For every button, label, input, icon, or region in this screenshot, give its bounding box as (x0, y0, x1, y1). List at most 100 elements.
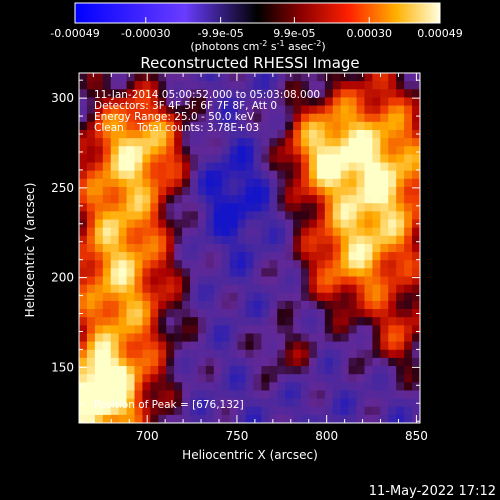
heatmap-cell (158, 162, 167, 172)
heatmap-cell (308, 357, 318, 367)
heatmap-cell (79, 317, 88, 326)
heatmap-cell (142, 243, 151, 253)
heatmap-cell (380, 341, 389, 351)
heatmap-cell (396, 146, 405, 155)
heatmap-cell (182, 252, 191, 261)
heatmap-cell (166, 284, 175, 294)
heatmap-cell (277, 97, 286, 107)
heatmap-cell (174, 97, 183, 107)
heatmap-cell (388, 81, 397, 90)
heatmap-cell (388, 317, 397, 326)
heatmap-cell (285, 382, 294, 392)
heatmap-cell (245, 414, 255, 423)
heatmap-cell (277, 333, 286, 343)
heatmap-cell (396, 357, 405, 367)
heatmap-cell (340, 252, 350, 261)
heatmap-cell (269, 162, 278, 172)
heatmap-cell (301, 211, 310, 221)
heatmap-cell (277, 195, 286, 204)
heatmap-cell (396, 195, 405, 204)
heatmap-cell (285, 89, 294, 99)
heatmap-cell (102, 325, 112, 335)
heatmap-cell (348, 390, 358, 400)
heatmap-cell (301, 162, 310, 172)
heatmap-cell (229, 113, 239, 123)
heatmap-cell (404, 341, 413, 351)
heatmap-cell (356, 366, 366, 375)
colorbar-tick-label: -0.00049 (50, 27, 99, 40)
heatmap-cell (396, 317, 405, 326)
heatmap-cell (158, 195, 167, 204)
heatmap-cell (396, 300, 405, 310)
heatmap-cell (174, 292, 183, 302)
heatmap-cell (372, 105, 381, 115)
heatmap-cell (102, 357, 112, 367)
heatmap-cell (166, 374, 175, 383)
heatmap-cell (356, 317, 366, 326)
heatmap-cell (340, 211, 350, 221)
heatmap-cell (388, 195, 397, 204)
heatmap-cell (269, 341, 278, 351)
heatmap-cell (388, 406, 397, 416)
heatmap-cell (261, 276, 270, 286)
heatmap-cell (166, 211, 175, 221)
heatmap-cell (118, 341, 128, 351)
heatmap-cell (237, 105, 247, 115)
heatmap-cell (221, 219, 231, 229)
heatmap-cell (285, 73, 294, 82)
heatmap-cell (110, 121, 120, 131)
heatmap-cell (253, 113, 262, 123)
heatmap-cell (245, 138, 255, 147)
colorbar-tick-label: 0.00049 (417, 27, 463, 40)
heatmap-cell (118, 195, 128, 204)
heatmap-cell (380, 325, 389, 335)
heatmap-cell (150, 317, 159, 326)
heatmap-cell (237, 121, 247, 131)
heatmap-cell (229, 146, 239, 155)
heatmap-cell (364, 195, 374, 204)
heatmap-cell (269, 81, 278, 90)
heatmap-cell (388, 300, 397, 310)
heatmap-cell (412, 235, 420, 245)
heatmap-cell (237, 325, 247, 335)
heatmap-cell (261, 398, 270, 408)
heatmap-cell (213, 414, 223, 423)
heatmap-cell (213, 121, 223, 131)
heatmap-cell (190, 366, 199, 375)
heatmap-cell (396, 333, 405, 343)
heatmap-cell (356, 309, 366, 318)
heatmap-cell (237, 414, 247, 423)
heatmap-cell (388, 138, 397, 147)
heatmap-cell (118, 300, 128, 310)
heatmap-cell (301, 154, 310, 164)
heatmap-cell (102, 73, 112, 82)
heatmap-cell (356, 235, 366, 245)
heatmap-cell (293, 129, 302, 139)
heatmap-cell (134, 138, 144, 147)
heatmap-cell (166, 170, 175, 180)
heatmap-cell (308, 317, 318, 326)
heatmap-cell (340, 146, 350, 155)
heatmap-cell (94, 374, 104, 383)
heatmap-cell (174, 300, 183, 310)
heatmap-cell (316, 341, 326, 351)
heatmap-cell (348, 162, 358, 172)
heatmap-cell (118, 268, 128, 278)
heatmap-cell (134, 309, 144, 318)
heatmap-cell (245, 121, 255, 131)
heatmap-cell (134, 260, 144, 269)
heatmap-cell (412, 374, 420, 383)
heatmap-cell (364, 366, 374, 375)
heatmap-cell (324, 195, 334, 204)
heatmap-cell (79, 414, 88, 423)
heatmap-cell (150, 178, 159, 188)
heatmap-cell (340, 105, 350, 115)
heatmap-cell (253, 154, 262, 164)
heatmap-cell (396, 398, 405, 408)
heatmap-cell (205, 341, 215, 351)
heatmap-cell (237, 97, 247, 107)
heatmap-cell (332, 195, 342, 204)
heatmap-cell (348, 366, 358, 375)
heatmap-cell (404, 195, 413, 204)
heatmap-cell (332, 414, 342, 423)
